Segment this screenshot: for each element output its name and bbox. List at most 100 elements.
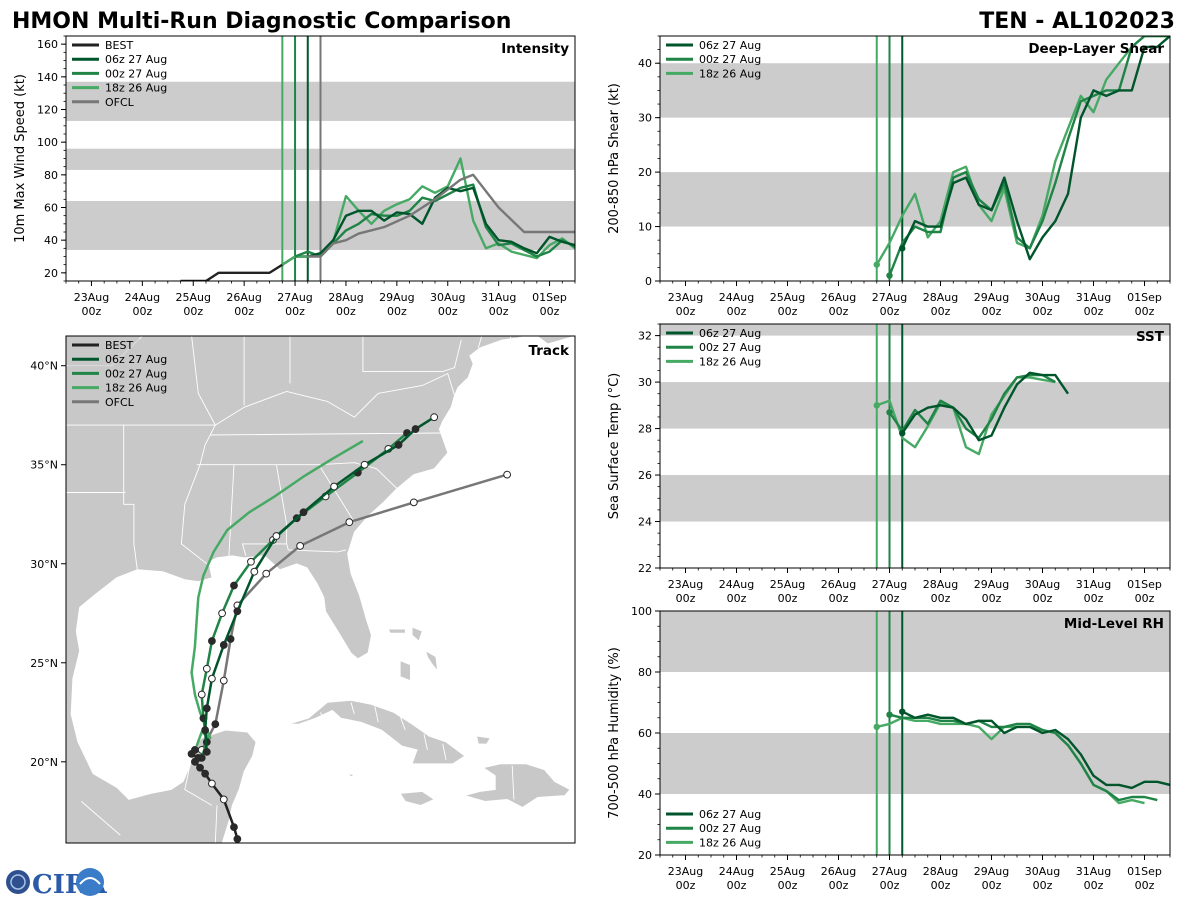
y-tick-label: 40 <box>638 57 652 70</box>
legend-label: OFCL <box>105 396 135 409</box>
x-tick-label: 00z <box>778 305 798 318</box>
legend-label: 00z 27 Aug <box>699 341 761 354</box>
state-border <box>81 801 121 836</box>
lat-tick-label: 25°N <box>30 657 58 670</box>
x-tick-label: 00z <box>1084 305 1104 318</box>
x-tick-label: 26Aug <box>226 291 261 304</box>
series-start-marker <box>886 409 893 416</box>
partner-logo-icon <box>76 868 104 896</box>
series-start-marker <box>899 245 906 252</box>
x-tick-label: 00z <box>931 305 951 318</box>
y-tick-label: 32 <box>638 330 652 343</box>
track-point <box>330 482 338 491</box>
series-line <box>307 173 575 258</box>
legend-label: OFCL <box>105 96 135 109</box>
track-point <box>202 664 211 673</box>
x-tick-label: 29Aug <box>974 865 1009 878</box>
x-tick-label: 00z <box>132 305 152 318</box>
x-tick-label: 00z <box>982 592 1002 605</box>
series-line <box>294 183 575 258</box>
state-border <box>184 741 213 806</box>
x-tick-label: 25Aug <box>770 865 805 878</box>
x-tick-label: 27Aug <box>872 291 907 304</box>
track-point <box>211 720 220 729</box>
x-tick-label: 31Aug <box>1076 578 1111 591</box>
track-point <box>219 676 228 685</box>
state-border <box>362 336 462 373</box>
y-axis-label: 700-500 hPa Humidity (%) <box>607 647 622 819</box>
x-tick-label: 28Aug <box>923 578 958 591</box>
x-tick-label: 00z <box>880 879 900 892</box>
track-point <box>197 690 206 699</box>
x-tick-label: 23Aug <box>668 578 703 591</box>
legend-label: 06z 27 Aug <box>699 39 761 52</box>
track-point <box>208 674 216 683</box>
track-point <box>230 823 238 832</box>
y-tick-label: 100 <box>37 136 58 149</box>
track-point <box>230 581 238 590</box>
x-tick-label: 00z <box>982 879 1002 892</box>
plot-area <box>660 36 1170 281</box>
track-point <box>196 763 204 772</box>
track-point <box>296 542 305 550</box>
track-point <box>201 769 210 778</box>
y-tick-label: 120 <box>37 104 58 117</box>
y-tick-label: 10 <box>638 221 652 234</box>
track-point <box>194 753 203 762</box>
track-line <box>203 416 435 752</box>
legend-label: 06z 27 Aug <box>699 327 761 340</box>
x-tick-label: 28Aug <box>923 291 958 304</box>
y-tick-label: 20 <box>44 267 58 280</box>
x-tick-label: 30Aug <box>430 291 465 304</box>
state-border <box>320 712 325 721</box>
x-tick-label: 28Aug <box>328 291 363 304</box>
track-point <box>247 557 255 566</box>
x-tick-label: 31Aug <box>1076 865 1111 878</box>
panel-title: Deep-Layer Shear <box>1028 41 1164 57</box>
legend-label: 06z 27 Aug <box>105 353 167 366</box>
y-tick-label: 20 <box>638 849 652 862</box>
x-tick-label: 28Aug <box>923 865 958 878</box>
track-point <box>345 518 354 527</box>
x-tick-label: 24Aug <box>125 291 160 304</box>
track-point <box>202 747 211 756</box>
x-tick-label: 00z <box>1033 305 1053 318</box>
threshold-band <box>660 172 1170 227</box>
x-tick-label: 29Aug <box>379 291 414 304</box>
intensity-panel: 2040608010012014016023Aug00z24Aug00z25Au… <box>13 35 576 318</box>
x-tick-label: 27Aug <box>277 291 312 304</box>
x-tick-label: 29Aug <box>974 578 1009 591</box>
x-tick-label: 00z <box>183 305 203 318</box>
x-tick-label: 00z <box>1033 592 1053 605</box>
x-tick-label: 00z <box>829 879 849 892</box>
legend-label: 00z 27 Aug <box>105 367 167 380</box>
panel-title: Track <box>529 343 570 359</box>
track-point <box>409 498 418 507</box>
y-tick-label: 80 <box>44 169 58 182</box>
track-point <box>299 508 308 517</box>
land-bahamas-eleuthera <box>425 650 439 672</box>
y-axis-label: Sea Surface Temp (°C) <box>607 373 622 520</box>
track-point <box>208 637 216 645</box>
track-point <box>202 704 211 713</box>
x-tick-label: 00z <box>982 305 1002 318</box>
track-point <box>262 569 271 578</box>
x-tick-label: 00z <box>387 305 407 318</box>
track-point <box>219 795 228 804</box>
y-tick-label: 28 <box>638 423 652 436</box>
state-border <box>215 372 455 426</box>
map-area <box>66 336 575 843</box>
land-hispaniola <box>463 763 571 808</box>
state-border <box>442 743 447 760</box>
track-point <box>201 726 210 735</box>
x-tick-label: 30Aug <box>1025 291 1060 304</box>
y-tick-label: 80 <box>638 666 652 679</box>
legend-label: 18z 26 Aug <box>699 836 761 849</box>
x-tick-label: 01Sep <box>1127 291 1162 304</box>
track-line <box>200 473 508 751</box>
x-tick-label: 23Aug <box>74 291 109 304</box>
state-border <box>214 805 218 843</box>
series-start-marker <box>886 711 893 718</box>
state-border <box>210 432 442 436</box>
